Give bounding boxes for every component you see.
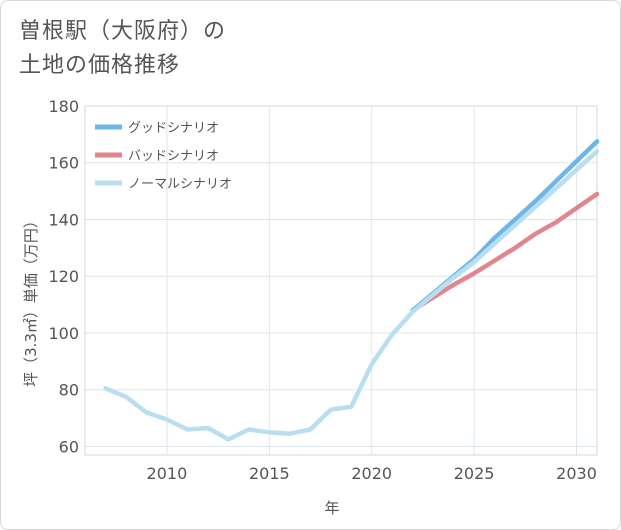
y-tick-label: 140 (48, 210, 79, 229)
legend-label-normal: ノーマルシナリオ (128, 177, 232, 192)
x-tick-label: 2015 (249, 464, 290, 483)
legend-label-bad: バッドシナリオ (128, 149, 219, 164)
y-tick-label: 60 (59, 437, 79, 456)
y-tick-label: 120 (48, 267, 79, 286)
chart-title-line1: 曽根駅（大阪府）の (19, 19, 227, 44)
y-axis-label: 坪（3.3㎡）単価（万円） (22, 213, 40, 387)
y-tick-label: 100 (48, 324, 79, 343)
legend-label-good: グッドシナリオ (128, 121, 219, 136)
x-tick-label: 2030 (556, 464, 597, 483)
series-lines (103, 139, 600, 442)
y-tick-label: 160 (48, 154, 79, 173)
x-axis-label: 年 (324, 499, 339, 517)
series-line-normal (103, 149, 600, 442)
series-line-bad (410, 191, 600, 313)
x-tick-label: 2020 (351, 464, 392, 483)
y-tick-label: 80 (59, 381, 79, 400)
x-tick-label: 2010 (147, 464, 188, 483)
axis-ticks: 60 80 100 120 140 160 180 2010 2015 2020 2025 2030 (48, 97, 596, 483)
chart-title-line2: 土地の価格推移 (19, 53, 181, 78)
x-tick-label: 2025 (454, 464, 495, 483)
chart-title: 曽根駅（大阪府）の 土地の価格推移 (19, 15, 226, 83)
plot-area-frame (84, 105, 598, 456)
series-line-good (410, 139, 600, 313)
y-tick-label: 180 (48, 97, 79, 116)
